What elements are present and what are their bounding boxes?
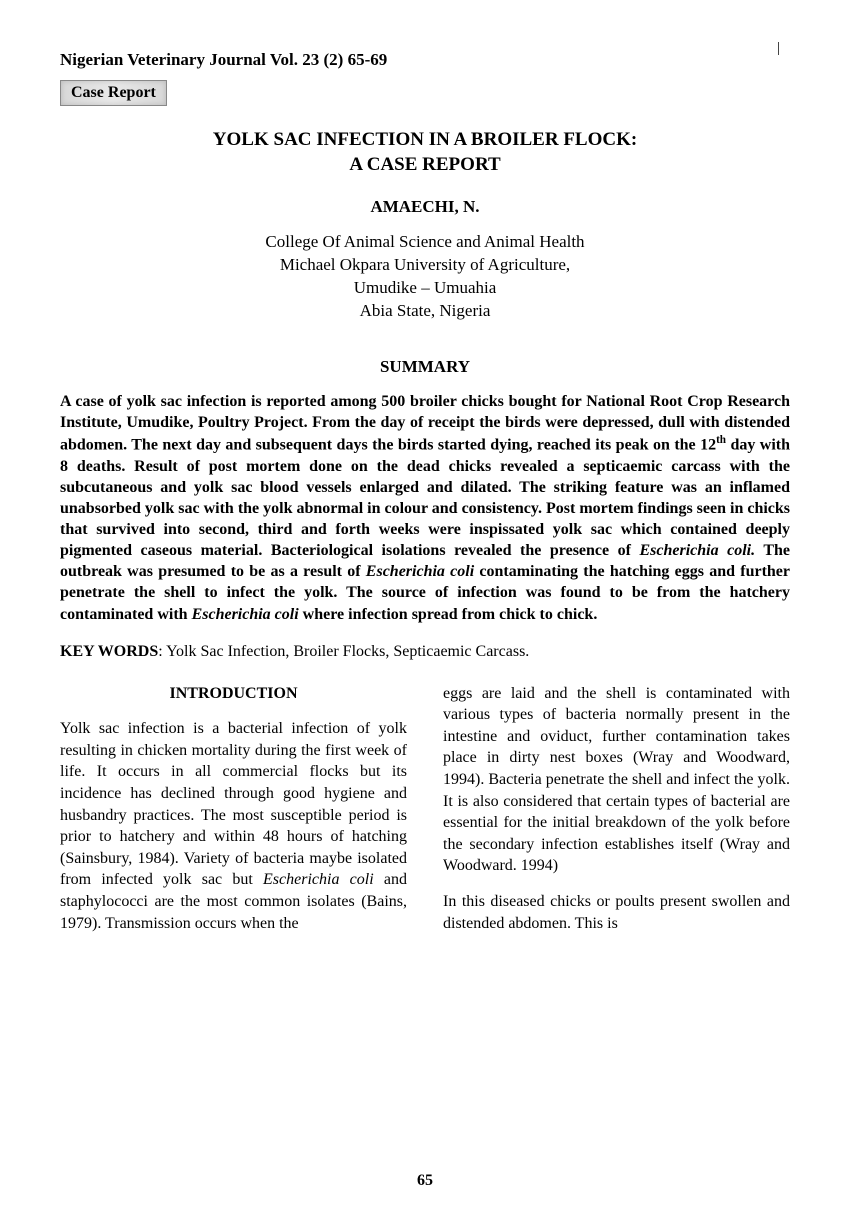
paragraph-spacer [443,877,790,891]
article-title: YOLK SAC INFECTION IN A BROILER FLOCK: A… [60,128,790,177]
summary-italic-3: Escherichia coli [192,606,299,623]
top-corner-marker: | [777,40,780,57]
column-left-paragraph: Yolk sac infection is a bacterial infect… [60,718,407,934]
summary-paragraph: A case of yolk sac infection is reported… [60,391,790,625]
column-right-paragraph-2: In this diseased chicks or poults presen… [443,891,790,934]
summary-superscript: th [716,434,726,446]
col1-italic: Escherichia coli [263,871,374,888]
column-right-paragraph-1: eggs are laid and the shell is contamina… [443,683,790,877]
keywords-label: KEY WORDS [60,643,158,660]
summary-italic-1: Escherichia coli. [639,542,755,559]
author-name: AMAECHI, N. [60,197,790,217]
summary-text-1e: where infection spread from chick to chi… [299,606,598,623]
keywords-line: KEY WORDS: Yolk Sac Infection, Broiler F… [60,643,790,661]
summary-text-1b: day with 8 deaths. Result of post mortem… [60,437,790,560]
affiliation-line-2: Michael Okpara University of Agriculture… [280,255,570,274]
affiliation-line-1: College Of Animal Science and Animal Hea… [265,232,584,251]
title-line-1: YOLK SAC INFECTION IN A BROILER FLOCK: [213,129,637,150]
journal-header: Nigerian Veterinary Journal Vol. 23 (2) … [60,50,790,70]
summary-heading: SUMMARY [60,357,790,377]
page: | Nigerian Veterinary Journal Vol. 23 (2… [0,0,850,1220]
summary-text-1a: A case of yolk sac infection is reported… [60,393,790,454]
introduction-heading: INTRODUCTION [60,683,407,705]
author-affiliation: College Of Animal Science and Animal Hea… [60,231,790,323]
column-left: INTRODUCTION Yolk sac infection is a bac… [60,683,407,935]
col1-text-a: Yolk sac infection is a bacterial infect… [60,720,407,888]
summary-italic-2: Escherichia coli [366,563,474,580]
title-line-2: A CASE REPORT [349,154,500,175]
affiliation-line-4: Abia State, Nigeria [360,301,491,320]
column-right: eggs are laid and the shell is contamina… [443,683,790,935]
affiliation-line-3: Umudike – Umuahia [354,278,497,297]
case-report-badge: Case Report [60,80,167,106]
keywords-text: : Yolk Sac Infection, Broiler Flocks, Se… [158,643,529,660]
body-columns: INTRODUCTION Yolk sac infection is a bac… [60,683,790,935]
page-number: 65 [0,1172,850,1190]
